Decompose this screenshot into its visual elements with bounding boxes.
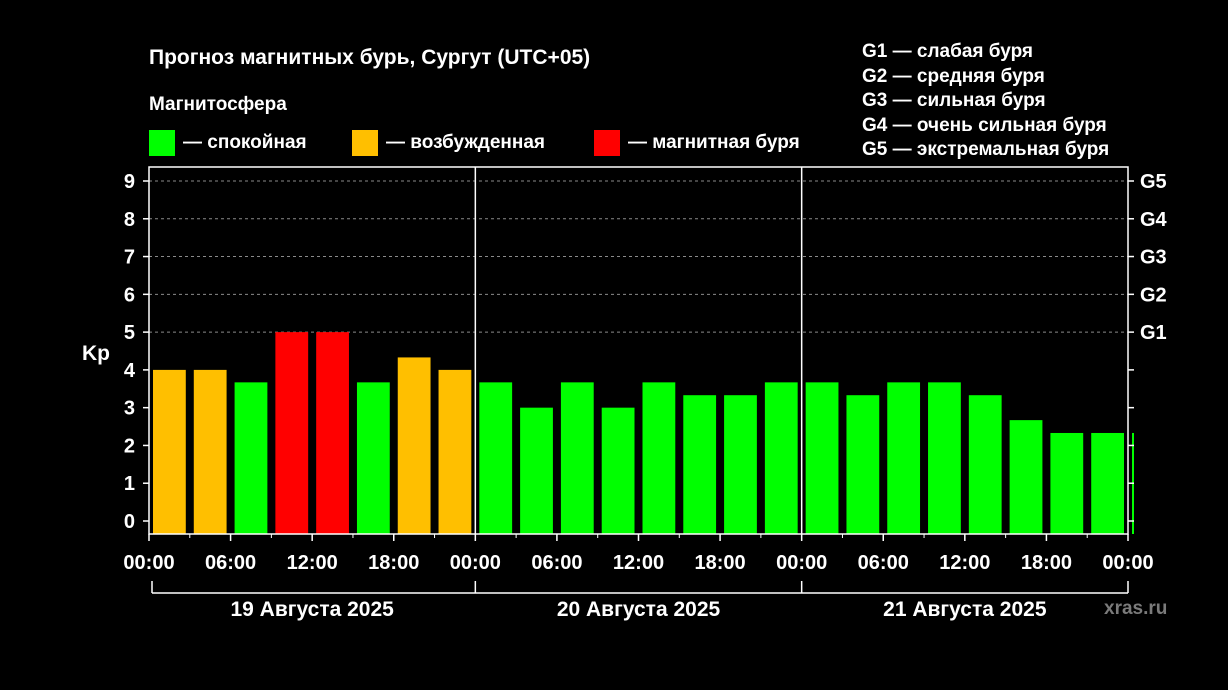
y-tick-label-5: 5 [124,322,135,344]
y-tick-label-1: 1 [124,473,135,495]
kp-bar-21 [968,395,1002,534]
y-tick-label-4: 4 [124,360,136,382]
right-label-g4: G4 [1140,209,1168,231]
kp-bar-22 [1009,420,1043,534]
kp-bar-2 [193,369,227,534]
x-tick-label-5: 06:00 [531,552,582,574]
kp-bar-13 [642,382,676,534]
legend-swatch-quiet [149,130,175,156]
x-tick-label-0: 00:00 [123,552,174,574]
x-tick-label-6: 12:00 [613,552,664,574]
x-tick-label-2: 12:00 [287,552,338,574]
kp-bar-8 [438,369,472,534]
kp-bar-1 [153,369,186,534]
y-tick-label-6: 6 [124,284,135,306]
kp-bar-17 [805,382,839,534]
x-tick-label-9: 06:00 [858,552,909,574]
kp-bar-3 [234,382,268,534]
kp-bar-14 [683,395,717,534]
legend-item-active: — возбужденная [352,130,545,156]
g-scale-legend: G1 — слабая буря G2 — средняя буря G3 — … [862,40,1109,163]
y-axis-label: Kp [82,342,110,365]
x-tick-label-8: 00:00 [776,552,827,574]
x-tick-label-11: 18:00 [1021,552,1072,574]
kp-bar-16 [764,382,798,534]
g-legend-g2: G2 — средняя буря [862,65,1045,87]
x-tick-label-12: 00:00 [1102,552,1153,574]
kp-bar-9 [479,382,513,534]
g-legend-g1: G1 — слабая буря [862,41,1034,62]
kp-bar-15 [724,395,757,534]
right-label-g5: G5 [1140,171,1167,193]
g-legend-g3: G3 — сильная буря [862,90,1046,112]
y-tick-label-0: 0 [124,511,135,533]
chart-subtitle: Магнитосфера [149,94,287,115]
kp-bar-12 [601,407,635,534]
kp-bar-7 [397,357,431,534]
kp-bar-19 [887,382,921,534]
legend-swatch-active [352,130,378,156]
legend-label-active: — возбужденная [386,132,546,153]
kp-bar-4 [275,332,309,534]
legend-item-quiet: — спокойная [149,130,307,156]
right-label-g1: G1 [1140,322,1167,344]
legend-label-quiet: — спокойная [183,132,307,153]
kp-bar-10 [520,407,553,534]
kp-bar-6 [356,382,390,534]
kp-bar-11 [560,382,594,534]
day-label-3: 21 Августа 2025 [883,598,1047,621]
day-label-2: 20 Августа 2025 [557,598,721,621]
y-tick-label-3: 3 [124,398,135,420]
kp-bar-23 [1050,432,1084,534]
y-tick-label-7: 7 [124,247,135,269]
x-tick-label-1: 06:00 [205,552,256,574]
kp-bar-18 [846,395,880,534]
kp-bar-5 [316,332,349,534]
legend-label-storm: — магнитная буря [628,132,800,153]
kp-bar-20 [928,382,961,534]
y-tick-label-9: 9 [124,171,135,193]
right-label-g2: G2 [1140,284,1167,306]
legend-swatch-storm [594,130,620,156]
right-label-g3: G3 [1140,247,1167,269]
y-tick-label-2: 2 [124,435,135,457]
x-tick-label-4: 00:00 [450,552,501,574]
kp-bar-24 [1091,432,1124,534]
day-label-1: 19 Августа 2025 [230,598,394,621]
x-tick-label-3: 18:00 [368,552,419,574]
legend-item-storm: — магнитная буря [594,130,800,156]
chart-title: Прогноз магнитных бурь, Сургут (UTC+05) [149,46,591,69]
g-legend-g4: G4 — очень сильная буря [862,114,1107,136]
y-tick-label-8: 8 [124,209,135,231]
x-tick-label-7: 18:00 [695,552,746,574]
g-legend-g5: G5 — экстремальная буря [862,139,1110,161]
watermark: xras.ru [1104,598,1168,619]
x-tick-label-10: 12:00 [939,552,990,574]
